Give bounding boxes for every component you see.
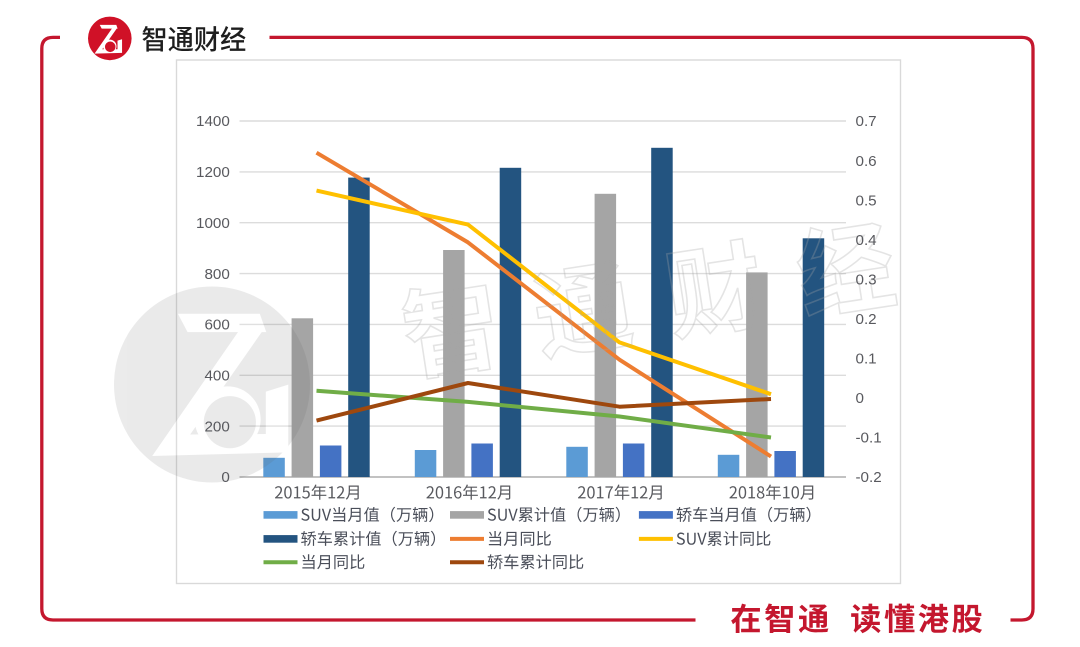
svg-text:-0.1: -0.1 [856,430,882,447]
svg-text:1000: 1000 [196,215,230,232]
svg-text:800: 800 [204,266,229,283]
svg-text:200: 200 [204,418,229,435]
svg-text:0.6: 0.6 [856,153,877,170]
svg-text:0.2: 0.2 [856,311,877,328]
svg-text:0.5: 0.5 [856,192,877,209]
svg-text:400: 400 [204,368,229,385]
svg-text:600: 600 [204,317,229,334]
svg-text:1200: 1200 [196,164,230,181]
svg-text:0: 0 [856,390,864,407]
svg-text:1400: 1400 [196,113,230,130]
svg-text:0.3: 0.3 [856,271,877,288]
svg-text:-0.2: -0.2 [856,469,882,486]
svg-text:0.7: 0.7 [856,113,877,130]
svg-text:0.4: 0.4 [856,232,877,249]
svg-text:0: 0 [221,469,229,486]
svg-text:0.1: 0.1 [856,351,877,368]
